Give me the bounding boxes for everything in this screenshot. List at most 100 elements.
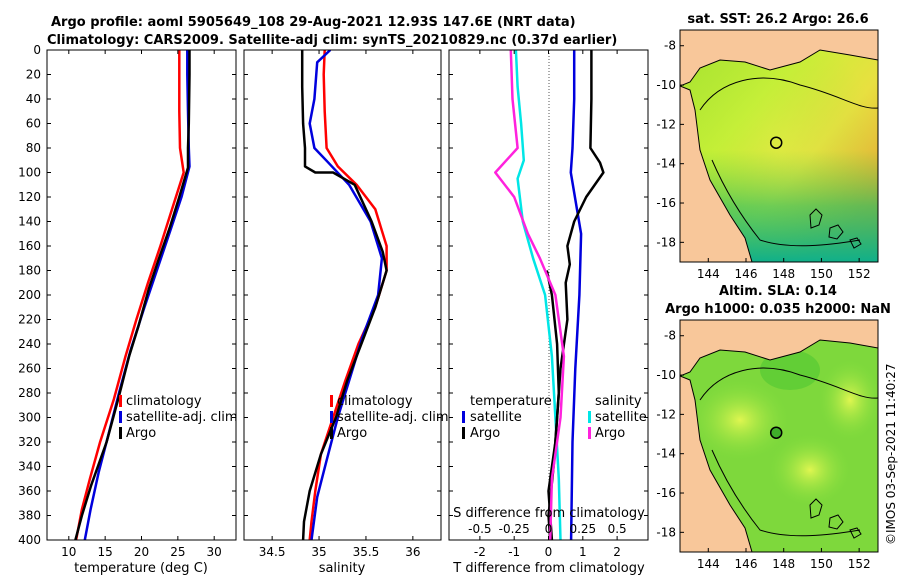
salinity-legend: climatology satellite-adj. clim Argo — [330, 394, 449, 441]
map-x-tick-label: 152 — [848, 557, 871, 571]
legend-label-satellite: satellite-adj. clim — [337, 410, 449, 425]
salinity-xlabel: salinity — [319, 561, 366, 576]
sla-anomaly-high-1 — [685, 375, 795, 465]
s-diff-tick-label: -0.5 — [468, 522, 491, 536]
y-tick-label: 300 — [18, 411, 41, 425]
map-y-tick-label: -18 — [656, 235, 676, 249]
sla-anomaly-high-3 — [815, 355, 878, 445]
sst-shelf-contour-north — [699, 77, 878, 111]
difference-panel: -2 -1 0 1 2 -0.5 -0.25 0 0.25 0.5 S difference f… — [448, 49, 649, 576]
y-tick-label: 80 — [26, 141, 41, 155]
legend-label-s-satellite: satellite — [595, 410, 647, 425]
legend-heading-temperature: temperature — [470, 394, 552, 409]
y-tick-label: 380 — [18, 509, 41, 523]
s-diff-tick-label: 0.25 — [569, 522, 596, 536]
y-tick-label: 180 — [18, 264, 41, 278]
sst-land-west — [680, 85, 753, 262]
legend-swatch-argo — [119, 427, 122, 439]
imos-credit: ©IMOS 03-Sep-2021 11:40:27 — [884, 363, 898, 545]
sla-anomaly-high-2 — [765, 430, 855, 510]
legend-swatch-satellite — [330, 411, 333, 423]
series-line-argo — [300, 50, 388, 540]
legend-label-s-argo: Argo — [595, 426, 625, 441]
map-y-tick-label: -8 — [664, 329, 676, 343]
y-tick-label: 240 — [18, 337, 41, 351]
map-x-tick-label: 148 — [772, 557, 795, 571]
x-tick-label: 20 — [134, 545, 149, 559]
sla-map-title-line1: Altim. SLA: 0.14 — [719, 284, 837, 299]
x-tick-label: 10 — [61, 545, 76, 559]
map-y-tick-label: -8 — [664, 39, 676, 53]
temperature-panel: 10 15 20 25 30 0 20 40 60 80 100 120 140 160 180 200 22… — [18, 43, 238, 576]
y-tick-label: 400 — [18, 533, 41, 547]
legend-swatch-climatology — [119, 395, 122, 407]
sst-argo-position-marker — [769, 136, 783, 149]
series-line-climatology — [74, 50, 185, 540]
y-tick-label: 40 — [26, 92, 41, 106]
figure-title-line2: Climatology: CARS2009. Satellite-adj cli… — [47, 33, 617, 48]
sst-reef-islands — [809, 208, 862, 249]
x-tick-label: 34.5 — [259, 545, 286, 559]
sla-map-title-line2: Argo h1000: 0.035 h2000: NaN — [665, 302, 891, 317]
legend-swatch-climatology — [330, 395, 333, 407]
sla-map: Altim. SLA: 0.14 Argo h1000: 0.035 h2000… — [656, 284, 890, 571]
legend-swatch-s-satellite — [588, 411, 591, 423]
series-line-s-argo — [547, 50, 605, 540]
map-y-tick-label: -16 — [656, 486, 676, 500]
x-tick-label: 1 — [579, 545, 587, 559]
sla-shelf-contour-north — [699, 367, 878, 401]
map-x-tick-label: 146 — [735, 267, 758, 281]
figure-title-line1: Argo profile: aoml 5905649_108 29-Aug-20… — [51, 15, 576, 30]
sla-land-north — [680, 320, 878, 377]
series-line-s-difference-argo — [494, 50, 566, 540]
y-tick-label: 340 — [18, 460, 41, 474]
temperature-legend: climatology satellite-adj. clim Argo — [119, 394, 238, 441]
x-tick-label: 15 — [98, 545, 113, 559]
x-tick-label: 0 — [545, 545, 553, 559]
sst-map-title: sat. SST: 26.2 Argo: 26.6 — [687, 12, 868, 27]
s-difference-label: S difference from climatology — [453, 506, 645, 521]
series-line-argo — [74, 50, 191, 540]
series-line-satellite-adj-clim — [83, 50, 191, 540]
temperature-diff-legend: temperature satellite Argo — [462, 394, 552, 441]
x-tick-label: 25 — [170, 545, 185, 559]
x-tick-label: 35.5 — [353, 545, 380, 559]
legend-label-climatology: climatology — [337, 394, 413, 409]
salinity-diff-legend: salinity satellite Argo — [588, 394, 647, 441]
difference-axes-box — [448, 49, 649, 541]
x-tick-label: 2 — [613, 545, 621, 559]
legend-label-t-argo: Argo — [470, 426, 500, 441]
y-tick-label: 360 — [18, 484, 41, 498]
sst-shelf-contour-south — [711, 159, 861, 247]
map-x-tick-label: 150 — [810, 267, 833, 281]
sla-reef-islands — [809, 498, 862, 539]
map-y-tick-label: -18 — [656, 525, 676, 539]
map-x-tick-label: 144 — [697, 557, 720, 571]
map-y-tick-label: -10 — [656, 78, 676, 92]
map-y-tick-label: -12 — [656, 117, 676, 131]
legend-heading-salinity: salinity — [595, 394, 642, 409]
t-difference-xlabel: T difference from climatology — [452, 561, 645, 576]
legend-label-argo: Argo — [337, 426, 367, 441]
y-tick-label: 200 — [18, 288, 41, 302]
legend-swatch-t-satellite — [462, 411, 465, 423]
map-y-tick-label: -14 — [656, 157, 676, 171]
y-tick-label: 160 — [18, 239, 41, 253]
map-y-tick-label: -12 — [656, 407, 676, 421]
legend-label-satellite: satellite-adj. clim — [126, 410, 238, 425]
y-tick-label: 220 — [18, 313, 41, 327]
s-diff-tick-label: -0.25 — [499, 522, 530, 536]
x-tick-label: -2 — [474, 545, 486, 559]
legend-swatch-satellite — [119, 411, 122, 423]
map-x-tick-label: 150 — [810, 557, 833, 571]
y-tick-label: 140 — [18, 215, 41, 229]
y-tick-label: 260 — [18, 362, 41, 376]
legend-label-t-satellite: satellite — [470, 410, 522, 425]
legend-swatch-s-argo — [588, 427, 591, 439]
temperature-axes-box — [46, 49, 237, 541]
legend-swatch-t-argo — [462, 427, 465, 439]
y-tick-label: 320 — [18, 435, 41, 449]
salinity-axes-box — [243, 49, 442, 541]
legend-label-climatology: climatology — [126, 394, 202, 409]
y-tick-label: 280 — [18, 386, 41, 400]
